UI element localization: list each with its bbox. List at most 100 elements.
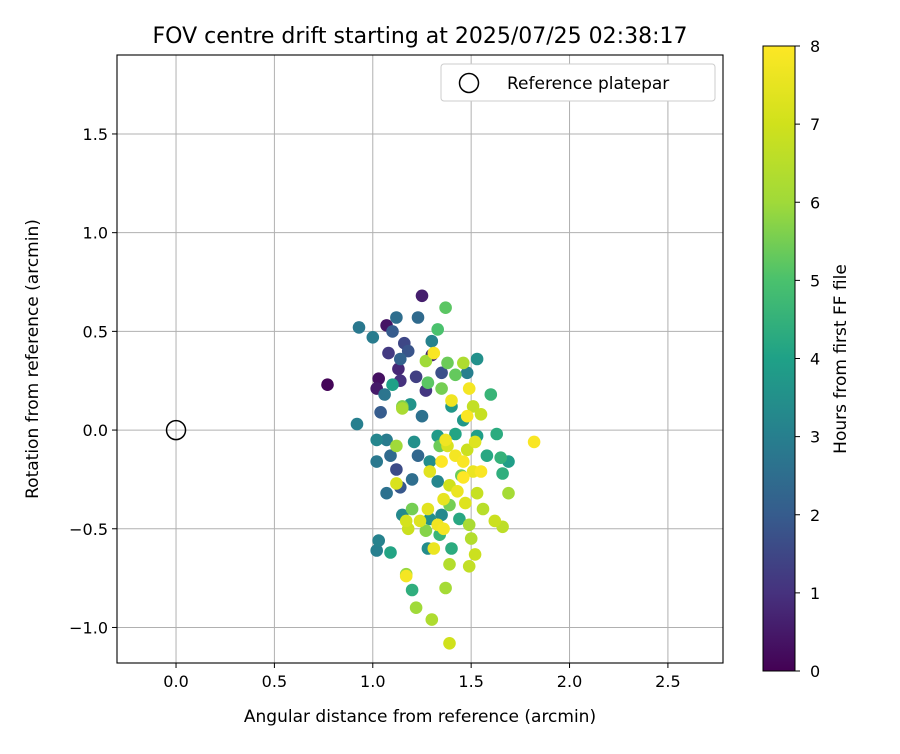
plot-frame [116,54,724,664]
colorbar-tick-label: 3 [810,428,820,447]
colorbar-tick-label: 0 [810,662,820,681]
scatter-point [445,542,458,555]
scatter-point [459,496,472,510]
scatter-point [460,409,474,423]
grid [117,55,723,663]
scatter-point [421,376,435,390]
scatter-point [399,514,413,528]
scatter-point [462,382,476,395]
scatter-point [409,601,423,614]
scatter-point [350,417,364,431]
scatter-point [419,524,433,537]
scatter-point [437,522,450,536]
scatter-point [423,455,437,468]
scatter-point [443,558,456,571]
colorbar-tick-label: 5 [810,271,820,290]
scatter-point [384,546,397,559]
scatter-point [443,637,456,650]
reference-platepar-marker [165,419,187,441]
scatter-point [480,449,494,463]
scatter-point [488,514,502,528]
scatter-point [451,485,464,498]
scatter-point [386,378,399,392]
colorbar-tick-label: 8 [810,37,820,56]
colorbar-tick-label: 4 [810,350,820,369]
scatter-point [460,443,474,457]
scatter-point [464,532,478,545]
reference-marker-layer [165,419,187,441]
legend: Reference platepar [440,63,716,102]
scatter-point [382,346,395,360]
scatter-point [419,354,433,368]
scatter-point [470,352,484,366]
scatter-point [431,323,445,336]
scatter-point [390,311,403,324]
scatter-point [484,388,498,401]
scatter-point [405,473,419,486]
scatter-point [370,455,384,468]
scatter-point [374,406,387,419]
scatter-point [460,366,474,380]
colorbar-tick-label: 7 [810,115,820,134]
scatter-point [386,325,399,338]
y-tick-label: −1.0 [69,618,108,637]
y-tick-label: 0.0 [83,421,108,440]
scatter-point [490,427,504,441]
scatter-point [390,463,403,476]
scatter-point [494,451,508,465]
y-tick-label: 1.0 [83,224,108,243]
scatter-point [462,560,476,573]
scatter-point [321,378,334,392]
x-tick-label: 0.5 [262,672,287,691]
x-axis-ticks: 0.0 0.5 1.0 1.5 2.0 2.5 [163,663,681,691]
scatter-point [352,321,366,334]
scatter-point [431,475,445,488]
scatter-point [435,455,448,468]
scatter-point [425,334,439,348]
scatter-point [370,544,384,557]
scatter-point [372,534,386,547]
colorbar-ticks: 0 1 2 3 4 5 6 7 8 [795,37,820,681]
x-tick-label: 1.5 [458,672,483,691]
y-tick-label: 0.5 [83,322,108,341]
scatter-point [421,502,435,516]
scatter-point [435,382,448,395]
legend-open-circle-marker [458,72,480,94]
scatter-point [415,409,429,423]
scatter-point [453,512,466,526]
scatter-point [407,435,421,449]
legend-label: Reference platepar [507,74,669,94]
scatter-point [384,449,397,463]
colorbar-tick-label: 1 [810,584,820,603]
scatter-point [380,433,393,447]
scatter-point [380,486,393,500]
scatter-point [399,569,413,583]
scatter-point [437,492,450,506]
scatter-point [396,402,409,415]
scatter-point [394,352,407,366]
scatter-point [425,613,439,626]
scatter-point [413,514,427,528]
scatter-point [423,465,437,478]
scatter-point [449,427,462,441]
scatter-point [441,356,454,370]
scatter-point [366,331,380,344]
x-tick-label: 2.5 [655,672,680,691]
legend-box [440,63,716,102]
x-tick-label: 2.0 [557,672,582,691]
scatter-point [439,581,452,595]
scatter-point [411,449,425,463]
x-tick-label: 0.0 [163,672,188,691]
x-axis-label: Angular distance from reference (arcmin) [244,707,596,727]
y-axis-ticks: −1.0 −0.5 0.0 0.5 1.0 1.5 [69,125,117,637]
scatter-point [439,433,452,447]
scatter-point [401,344,415,358]
y-tick-label: −0.5 [69,520,108,539]
y-axis-label: Rotation from reference (arcmin) [23,219,43,499]
scatter-point [435,508,448,522]
scatter-point [390,477,403,490]
scatter-point [427,346,441,360]
colorbar-label: Hours from first FF file [831,264,851,454]
scatter-point [370,433,384,447]
